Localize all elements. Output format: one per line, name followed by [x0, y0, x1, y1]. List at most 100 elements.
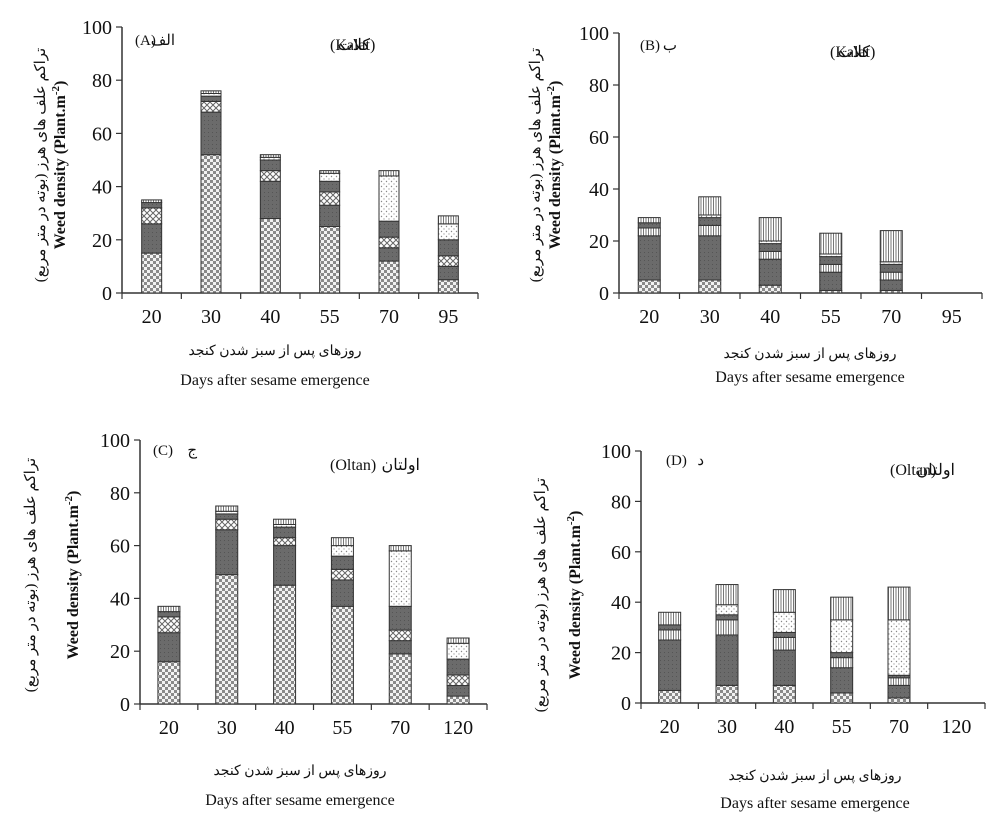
bar-segment	[319, 226, 341, 294]
panel-b-ylabel: Weed density (Plant.m-2)	[545, 81, 564, 250]
bar-segment	[378, 170, 400, 177]
bar-segment	[715, 614, 739, 621]
x-tick-label: 40	[774, 716, 794, 738]
panel-c-location-fa: اولتان	[382, 457, 421, 474]
bar-segment	[330, 605, 354, 705]
y-tick-label: 80	[92, 70, 112, 92]
x-tick-label: 70	[379, 306, 399, 328]
x-tick-label: 95	[438, 306, 458, 328]
bar-segment	[200, 154, 222, 294]
bar-segment	[200, 95, 222, 102]
bar-segment	[273, 518, 297, 525]
bar-segment	[698, 279, 722, 294]
bar-segment	[446, 637, 470, 644]
bar-segment	[446, 674, 470, 687]
bar-segment	[819, 232, 843, 255]
bar-segment	[715, 604, 739, 616]
y-tick-label: 100	[82, 17, 112, 39]
bar-segment	[830, 692, 854, 704]
panel-a-ylabel-fa: تراکم علف های هرز (بوته در متر مربع)	[33, 48, 49, 282]
bar-segment	[698, 196, 722, 216]
bar-segment	[758, 284, 782, 294]
bar-segment	[157, 661, 181, 705]
panel-c-ylabel-fa: تراکم علف های هرز (بوته در متر مربع)	[23, 458, 39, 692]
y-tick-label: 20	[110, 641, 130, 663]
panel-b-label: (B)	[640, 38, 660, 54]
bar-segment	[259, 170, 281, 182]
bar-segment	[259, 159, 281, 172]
panel-b-xlabel-fa: روزهای پس از سبز شدن کنجد	[723, 347, 896, 362]
bar-segment	[658, 624, 682, 631]
panel-d-xlabel-fa: روزهای پس از سبز شدن کنجد	[728, 769, 901, 784]
bar-segment	[437, 215, 459, 225]
plot-area-d: 0 20 40 60 80 100 20 30 40 55 70 120	[601, 441, 986, 738]
bar-segment	[259, 180, 281, 220]
bar-segment	[388, 550, 412, 607]
y-tick-label: 40	[589, 179, 609, 201]
bar-segment	[830, 619, 854, 654]
panel-b-location: (Kalat)	[830, 44, 875, 61]
bar-segment	[446, 685, 470, 697]
bar-segment	[437, 255, 459, 267]
bar-segment	[819, 256, 843, 265]
bar-segment	[215, 505, 239, 512]
bar-segment	[698, 224, 722, 237]
bar-segment	[200, 111, 222, 156]
bar-segment	[715, 584, 739, 606]
bar-segment	[157, 611, 181, 618]
x-tick-label: 55	[832, 716, 852, 738]
panel-c-location: (Oltan)	[330, 457, 376, 474]
bar-segment	[437, 265, 459, 281]
y-tick-label: 0	[621, 693, 631, 715]
x-tick-label: 30	[217, 717, 237, 739]
bar-segment	[887, 586, 911, 621]
panel-a-location: (Kalat)	[330, 37, 375, 54]
plot-area-c: 0 20 40 60 80 100 20 30 40 55 70 120	[100, 430, 488, 739]
y-tick-label: 40	[110, 588, 130, 610]
bar-segment	[637, 217, 661, 224]
x-tick-label: 20	[660, 716, 680, 738]
panel-a-label-fa: الف	[151, 33, 175, 49]
bar-segment	[330, 537, 354, 547]
panel-c-label-fa: ج	[187, 443, 197, 459]
bar-segment	[658, 689, 682, 704]
bar-segment	[437, 239, 459, 257]
bar-segment	[157, 632, 181, 663]
bar-segment	[200, 100, 222, 113]
bar-segment	[879, 279, 903, 291]
bar-segment	[273, 537, 297, 547]
bar-segment	[157, 616, 181, 634]
bar-segment	[319, 170, 341, 174]
panel-d-location: (Oltan)	[890, 462, 936, 479]
bar-segment	[830, 667, 854, 694]
y-tick-label: 40	[92, 177, 112, 199]
panel-b-label-fa: ب	[663, 38, 677, 54]
bar-segment	[830, 652, 854, 659]
bar-segment	[330, 555, 354, 570]
y-tick-label: 60	[589, 127, 609, 149]
bar-segment	[215, 513, 239, 520]
x-tick-label: 70	[390, 717, 410, 739]
bar-segment	[887, 697, 911, 704]
bar-segment	[658, 639, 682, 691]
x-tick-label: 20	[159, 717, 179, 739]
bar-segment	[879, 230, 903, 263]
y-tick-label: 60	[611, 542, 631, 564]
bar-segment	[141, 223, 163, 254]
bar-segment	[319, 180, 341, 193]
x-tick-label: 40	[275, 717, 295, 739]
bar-segment	[157, 605, 181, 613]
x-tick-label: 120	[941, 716, 971, 738]
bar-segment	[388, 629, 412, 642]
bar-segment	[879, 271, 903, 281]
bar-segment	[715, 684, 739, 704]
bar-segment	[378, 236, 400, 249]
x-tick-label: 30	[700, 306, 720, 328]
bar-segment	[437, 279, 459, 294]
panel-d-ylabel: Weed density (Plant.m-2)	[565, 511, 584, 680]
bar-segment	[698, 235, 722, 281]
x-tick-label: 20	[142, 306, 162, 328]
panel-a-ylabel: Weed density (Plant.m-2)	[50, 81, 69, 250]
bar-segment	[388, 653, 412, 705]
